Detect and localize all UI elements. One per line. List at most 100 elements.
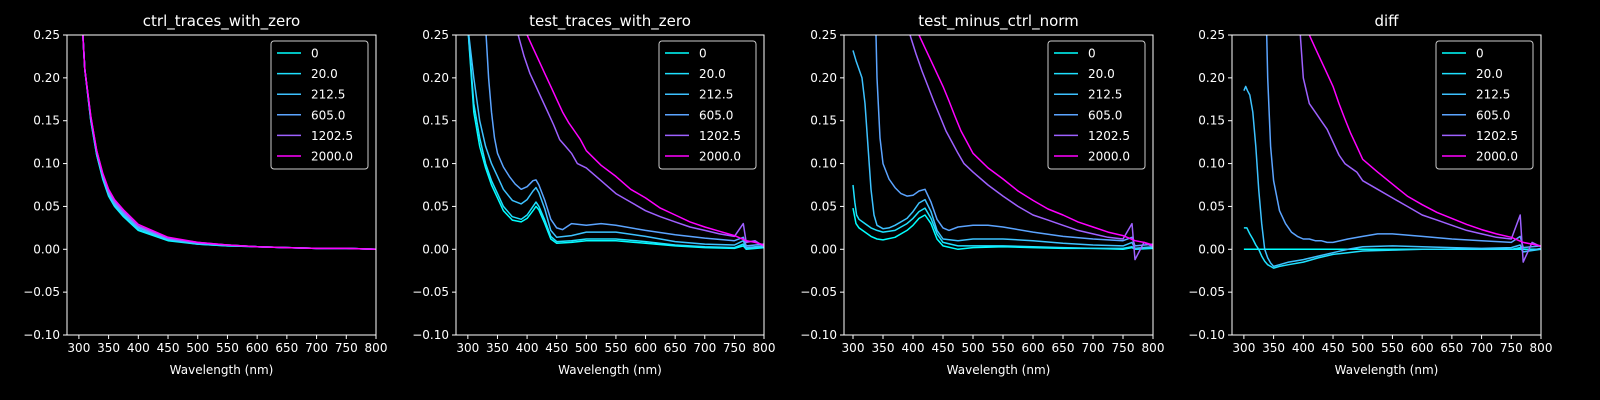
x-tick-label: 550 [992,341,1015,355]
y-tick-label: 0.15 [810,114,837,128]
y-tick-label: 0.05 [422,199,449,213]
legend-label: 0 [1088,47,1096,61]
chart-panel-1: test_traces_with_zero 300 350 400 450 500 550 6… [412,12,775,377]
y-tick-label: −0.10 [23,328,60,342]
legend: 0 20.0 212.5 605.0 1202.5 2000.0 [658,40,757,170]
series-line-212-5 [468,35,764,249]
x-tick-label: 400 [1292,341,1315,355]
x-tick-label: 550 [216,341,239,355]
y-tick-label: 0.10 [33,157,60,171]
y-tick-label: 0.10 [1198,157,1225,171]
x-tick-label: 550 [1381,341,1404,355]
x-tick-label: 300 [1232,341,1255,355]
series-line-20-0 [852,184,1153,251]
legend-label: 20.0 [699,67,726,81]
x-tick-label: 800 [753,341,776,355]
y-tick-label: 0.00 [422,242,449,256]
x-tick-label: 350 [97,341,120,355]
legend-label: 605.0 [1088,108,1122,122]
x-tick-label: 300 [456,341,479,355]
x-tick-label: 700 [1470,341,1493,355]
series-group [82,35,376,251]
y-tick-label: 0.10 [810,157,837,171]
legend-label: 0 [311,47,319,61]
legend-label: 212.5 [1476,88,1510,102]
x-tick-label: 750 [1500,341,1523,355]
legend-label: 2000.0 [699,150,741,164]
chart-title: test_minus_ctrl_norm [918,12,1079,31]
series-line-2000-0 [918,35,1153,246]
x-tick-label: 750 [335,341,358,355]
x-tick-label: 800 [1142,341,1165,355]
legend-label: 1202.5 [311,129,353,143]
series-line-2000-0 [1308,35,1541,247]
series-line-2000-0 [526,35,764,246]
series-line-0 [467,35,764,251]
x-tick-label: 500 [575,341,598,355]
x-tick-label: 350 [872,341,895,355]
x-axis-label: Wavelength (nm) [1335,363,1439,377]
axes-frame [455,34,765,336]
chart-title: diff [1374,12,1399,30]
y-tick-label: 0.15 [422,114,449,128]
x-tick-label: 650 [1052,341,1075,355]
y-tick-label: −0.10 [800,328,837,342]
legend-label: 20.0 [1476,67,1503,81]
x-tick-label: 650 [664,341,687,355]
axes-frame [66,34,377,336]
legend-label: 605.0 [1476,108,1510,122]
y-tick-label: 0.25 [33,28,60,42]
y-tick-label: 0.15 [1198,114,1225,128]
x-tick-label: 600 [1411,341,1434,355]
y-tick-label: 0.20 [1198,71,1225,85]
legend: 0 20.0 212.5 605.0 1202.5 2000.0 [1435,40,1534,170]
axes-frame [843,34,1154,336]
series-line-212-5 [852,50,1153,250]
legend-label: 1202.5 [699,129,741,143]
x-tick-label: 350 [486,341,509,355]
legend-label: 212.5 [1088,88,1122,102]
x-tick-label: 750 [1112,341,1135,355]
legend-label: 605.0 [699,108,733,122]
x-tick-label: 700 [305,341,328,355]
series-line-1202-5 [517,35,764,248]
y-tick-label: 0.00 [33,242,60,256]
chart-title: ctrl_traces_with_zero [143,12,300,31]
legend-label: 0 [1476,47,1484,61]
y-tick-label: −0.10 [1188,328,1225,342]
x-axis-label: Wavelength (nm) [947,363,1051,377]
series-line-212-5 [1243,85,1541,268]
series-line-2000-0 [82,35,376,251]
y-tick-label: −0.10 [412,328,449,342]
x-tick-label: 800 [1530,341,1553,355]
series-group [467,35,764,251]
x-tick-label: 500 [1351,341,1374,355]
legend-label: 212.5 [311,88,345,102]
legend-label: 212.5 [699,88,733,102]
legend-label: 2000.0 [1476,150,1518,164]
x-tick-label: 500 [962,341,985,355]
chart-panel-3: diff 300 350 400 450 500 550 600 650 700 750 800 −0.… [1188,12,1552,377]
x-tick-label: 800 [365,341,388,355]
chart-panel-2: test_minus_ctrl_norm 300 350 400 450 500 550 60… [800,12,1164,377]
x-axis-label: Wavelength (nm) [558,363,662,377]
y-tick-label: 0.25 [1198,28,1225,42]
axes-frame [1231,34,1542,336]
y-tick-label: 0.20 [422,71,449,85]
series-line-20-0 [467,35,764,250]
x-tick-label: 500 [186,341,209,355]
y-tick-label: 0.10 [422,157,449,171]
legend-label: 20.0 [1088,67,1115,81]
y-tick-label: −0.05 [412,285,449,299]
y-tick-label: 0.25 [810,28,837,42]
legend-label: 2000.0 [1088,150,1130,164]
y-tick-label: 0.25 [422,28,449,42]
x-tick-label: 400 [516,341,539,355]
legend: 0 20.0 212.5 605.0 1202.5 2000.0 [270,40,369,170]
x-tick-label: 600 [246,341,269,355]
x-tick-label: 650 [275,341,298,355]
x-tick-label: 700 [693,341,716,355]
x-tick-label: 450 [1322,341,1345,355]
y-tick-label: −0.05 [800,285,837,299]
